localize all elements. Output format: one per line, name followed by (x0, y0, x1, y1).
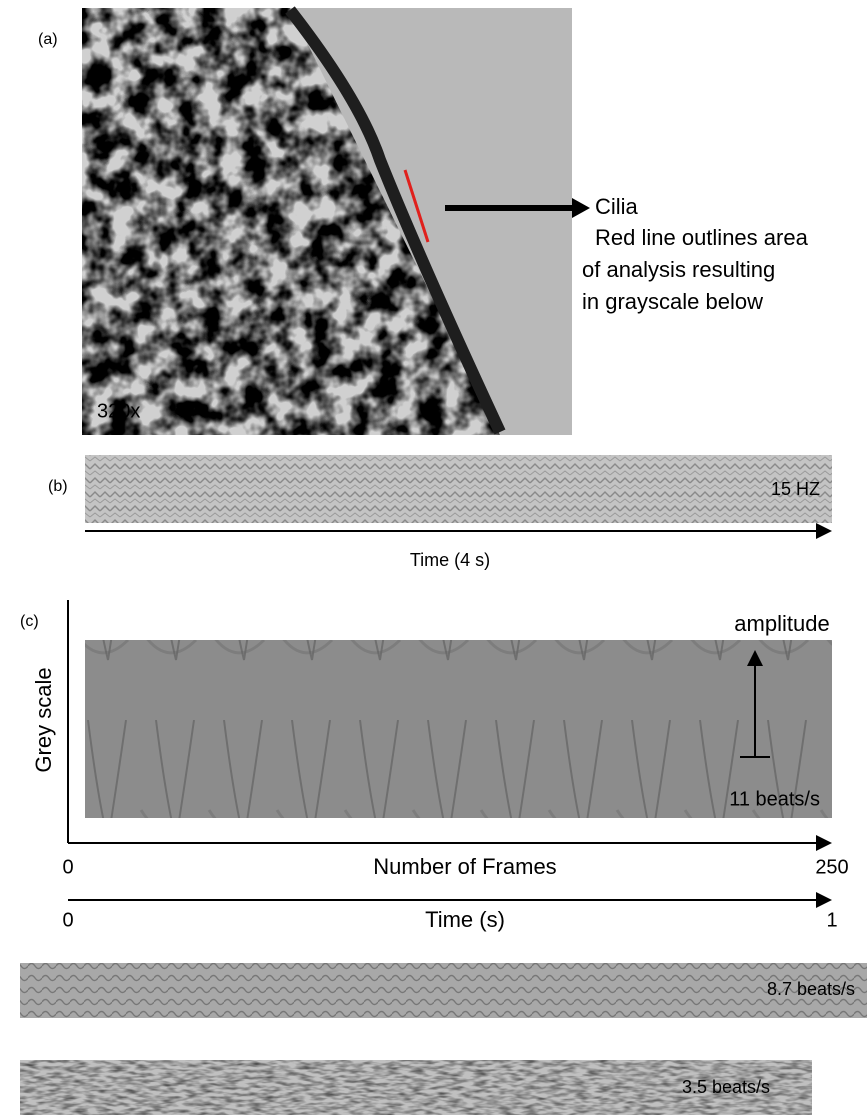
panel-label: (a) (38, 31, 58, 48)
axis-start: 0 (62, 856, 73, 878)
arrow-head (572, 198, 590, 218)
panel-label: (c) (20, 613, 39, 630)
kymograph-texture (20, 1060, 812, 1115)
frequency-label: 3.5 beats/s (682, 1077, 770, 1097)
frequency-label: 11 beats/s (729, 788, 820, 810)
annotation: Cilia (595, 194, 639, 219)
axis-end: 1 (826, 909, 837, 931)
annotation: Red line outlines area (595, 225, 809, 250)
frequency-label: 15 HZ (771, 479, 820, 499)
kymograph-texture (20, 963, 867, 1018)
axis-title: Grey scale (31, 667, 56, 772)
frequency-label: 8.7 beats/s (767, 979, 855, 999)
cell-edge (285, 6, 506, 435)
amplitude-label: amplitude (734, 611, 829, 636)
kymograph-texture (85, 455, 832, 523)
axis-title: Time (4 s) (410, 550, 490, 570)
magnification: 320x (97, 400, 140, 422)
annotation: of analysis resulting (582, 257, 775, 282)
kymograph-texture (85, 640, 832, 818)
panel-label: (b) (48, 478, 68, 495)
analysis-line (403, 169, 430, 243)
axis-title: Time (s) (425, 907, 505, 932)
axis-title: Number of Frames (373, 854, 556, 879)
annotation: in grayscale below (582, 289, 763, 314)
axis-end: 250 (815, 856, 848, 878)
axis-start: 0 (62, 909, 73, 931)
